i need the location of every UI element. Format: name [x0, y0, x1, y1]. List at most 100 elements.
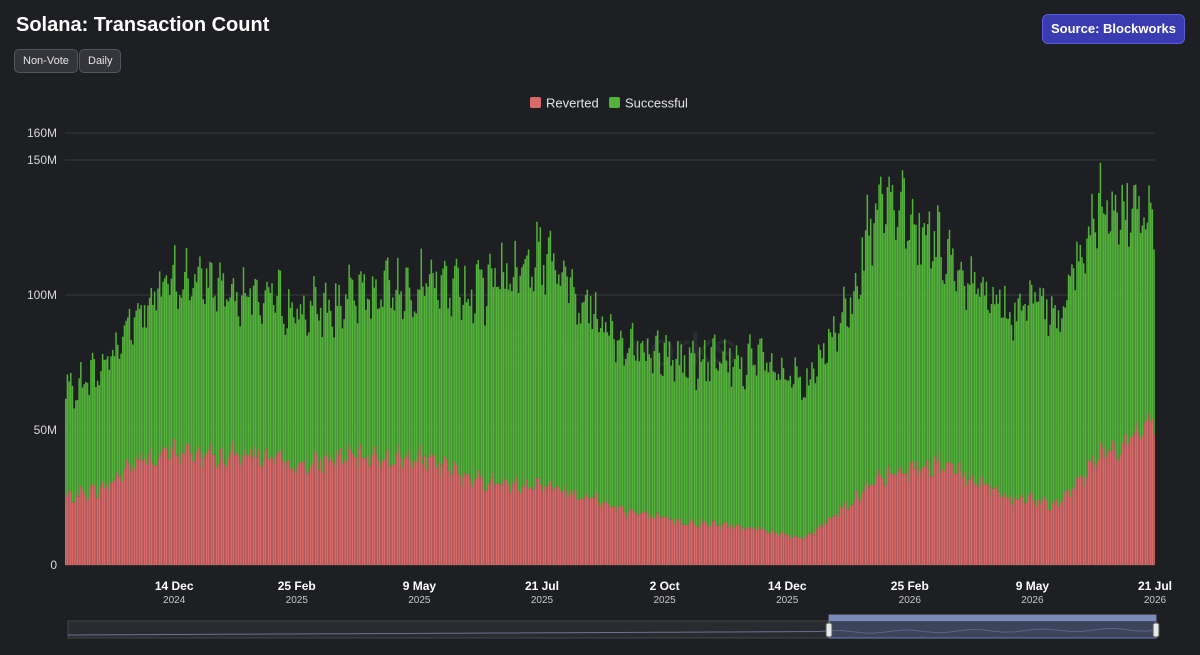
bar-successful — [988, 313, 991, 488]
bar-successful — [485, 306, 488, 491]
bar-successful — [693, 353, 696, 524]
bar-reverted — [796, 536, 798, 565]
bar-successful — [1020, 310, 1023, 497]
bar-reverted — [68, 491, 70, 565]
daily-filter-button[interactable]: Daily — [79, 49, 122, 73]
bar-reverted — [490, 472, 493, 565]
bar-successful — [806, 368, 808, 537]
bar-reverted — [957, 463, 959, 565]
bar-successful — [116, 344, 119, 476]
bar-reverted — [506, 479, 508, 565]
bar-successful — [864, 230, 867, 485]
bar-successful — [361, 282, 364, 458]
bar-successful — [640, 343, 642, 513]
bar-successful — [646, 338, 649, 514]
bar-successful — [308, 332, 310, 473]
bar-reverted — [727, 527, 729, 565]
bar-reverted — [881, 478, 884, 565]
bar-successful — [561, 272, 563, 492]
bar-reverted — [1149, 421, 1152, 565]
bar-successful — [284, 334, 287, 468]
navigator-right-handle[interactable] — [1152, 622, 1160, 638]
navigator-scrollbar-thumb[interactable] — [829, 615, 1156, 621]
bar-reverted — [667, 515, 669, 565]
bar-reverted — [319, 459, 322, 565]
bar-successful — [133, 317, 136, 470]
bar-successful — [168, 295, 171, 460]
bar-reverted — [663, 516, 666, 565]
bar-reverted — [1092, 468, 1095, 565]
bar-reverted — [205, 453, 208, 565]
bar-reverted — [541, 490, 543, 565]
bar-successful — [653, 350, 656, 519]
bar-successful — [204, 304, 206, 457]
bar-reverted — [928, 460, 931, 565]
bar-reverted — [427, 456, 429, 565]
bar-successful — [189, 300, 191, 453]
bar-reverted — [256, 457, 258, 565]
bar-successful — [1111, 191, 1113, 440]
bar-successful — [779, 379, 781, 534]
bar-reverted — [752, 528, 755, 565]
bar-successful — [1124, 219, 1127, 446]
bar-successful — [179, 295, 181, 465]
bar-successful — [811, 362, 813, 533]
bar-successful — [928, 211, 931, 461]
bar-successful — [755, 375, 758, 531]
bar-reverted — [1141, 435, 1144, 565]
bar-reverted — [886, 468, 889, 565]
bar-successful — [246, 296, 248, 455]
bar-successful — [1052, 308, 1055, 505]
bar-reverted — [189, 452, 191, 565]
bar-reverted — [378, 462, 381, 565]
bar-reverted — [599, 506, 602, 565]
bar-reverted — [930, 476, 932, 565]
bar-reverted — [923, 467, 926, 565]
navigator-left-handle[interactable] — [825, 622, 833, 638]
bar-reverted — [225, 466, 228, 565]
bar-reverted — [125, 459, 127, 565]
bar-successful — [831, 337, 833, 517]
bar-successful — [552, 253, 555, 491]
source-button[interactable]: Source: Blockworks — [1042, 14, 1185, 44]
bar-reverted — [331, 461, 334, 565]
bar-reverted — [385, 451, 387, 565]
bar-successful — [190, 296, 193, 454]
bar-successful — [955, 291, 957, 474]
bar-successful — [489, 253, 491, 481]
bar-successful — [995, 294, 998, 487]
bar-reverted — [521, 486, 523, 565]
bar-successful — [249, 288, 251, 451]
bar-reverted — [697, 527, 699, 565]
bar-successful — [1151, 209, 1154, 419]
bar-reverted — [869, 484, 872, 565]
bar-successful — [1076, 241, 1078, 478]
bar-reverted — [197, 447, 199, 565]
bar-reverted — [945, 462, 947, 565]
bar-reverted — [677, 521, 679, 565]
non-vote-filter-button[interactable]: Non-Vote — [14, 49, 78, 73]
bar-successful — [511, 291, 513, 485]
bar-successful — [968, 285, 971, 480]
bar-reverted — [524, 486, 526, 565]
bar-successful — [487, 264, 490, 485]
bar-reverted — [360, 444, 362, 565]
bar-reverted — [831, 516, 833, 565]
bar-successful — [970, 256, 973, 478]
bar-successful — [747, 343, 750, 529]
bar-reverted — [428, 456, 431, 565]
bar-reverted — [1151, 418, 1154, 565]
bar-successful — [298, 319, 300, 465]
bar-successful — [1002, 317, 1004, 498]
x-tick-year: 2026 — [1021, 595, 1044, 606]
bar-successful — [787, 380, 790, 536]
bar-successful — [604, 322, 607, 503]
x-tick-label: 9 May — [1016, 579, 1050, 593]
bar-successful — [341, 328, 344, 465]
bar-reverted — [373, 446, 376, 565]
bar-reverted — [687, 524, 689, 565]
bar-reverted — [403, 458, 406, 565]
bar-successful — [702, 359, 704, 523]
bar-reverted — [601, 503, 604, 565]
bar-successful — [1086, 238, 1088, 479]
